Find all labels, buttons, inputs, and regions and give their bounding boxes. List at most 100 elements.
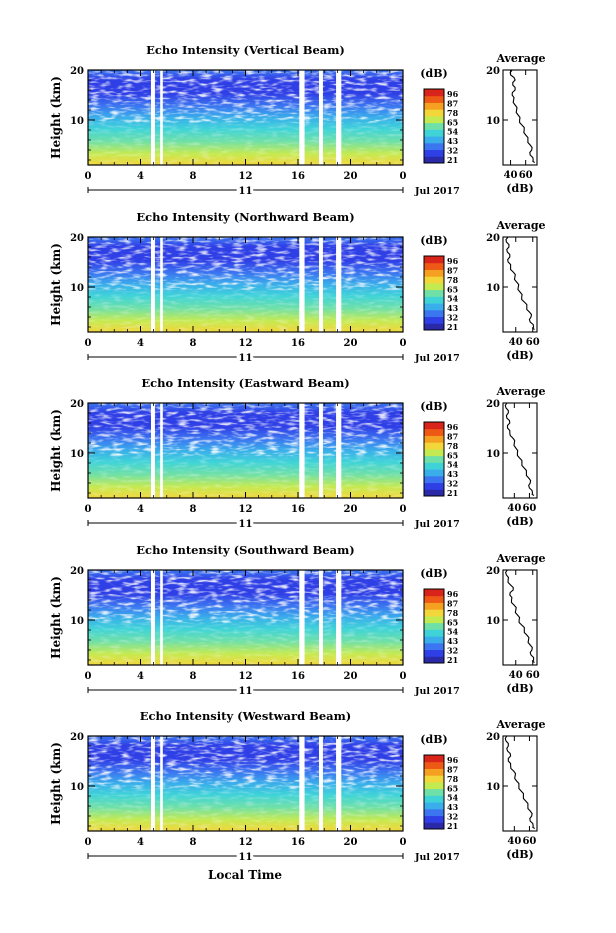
panel-title: Echo Intensity (Northward Beam) bbox=[136, 210, 354, 224]
x-tick-label: 12 bbox=[239, 504, 253, 515]
x-tick-label: 8 bbox=[190, 338, 197, 349]
data-gap bbox=[319, 403, 323, 498]
average-title: Average bbox=[495, 718, 545, 731]
avg-y-tick-label: 10 bbox=[486, 116, 500, 127]
data-gap bbox=[299, 237, 305, 332]
data-gap bbox=[151, 237, 155, 332]
colorbar-frame bbox=[423, 754, 445, 830]
average-profile-line bbox=[505, 236, 535, 330]
avg-y-tick-label: 20 bbox=[486, 233, 500, 244]
y-tick-label: 20 bbox=[70, 66, 84, 77]
avg-x-tick-label: 60 bbox=[526, 337, 540, 348]
colorbar-tick-label: 78 bbox=[447, 275, 459, 285]
colorbar-label: (dB) bbox=[420, 400, 447, 413]
colorbar-segment bbox=[424, 802, 444, 810]
average-x-label: (dB) bbox=[506, 848, 533, 861]
x-tick-label: 0 bbox=[85, 338, 92, 349]
colorbar-segment bbox=[424, 768, 444, 776]
date-label: Jul 2017 bbox=[414, 686, 460, 697]
average-frame bbox=[502, 236, 538, 333]
colorbar-tick-label: 32 bbox=[447, 146, 458, 156]
data-gap bbox=[160, 570, 163, 665]
colorbar-segment bbox=[424, 615, 444, 624]
avg-y-tick-label: 10 bbox=[486, 782, 500, 793]
data-gap bbox=[336, 403, 342, 498]
avg-y-tick-label: 10 bbox=[486, 616, 500, 627]
y-tick-label: 20 bbox=[70, 399, 84, 410]
colorbar-tick-label: 21 bbox=[447, 655, 458, 665]
colorbar-segment bbox=[424, 761, 444, 769]
x-tick-label: 8 bbox=[190, 504, 197, 515]
day-label: 11 bbox=[239, 519, 253, 530]
colorbar-label: (dB) bbox=[420, 733, 447, 746]
colorbar-segment bbox=[424, 303, 444, 311]
average-title: Average bbox=[495, 52, 545, 65]
colorbar-segment bbox=[424, 442, 444, 450]
colorbar-segment bbox=[424, 795, 444, 803]
panel-title: Echo Intensity (Eastward Beam) bbox=[141, 376, 349, 390]
colorbar-tick-label: 65 bbox=[447, 450, 458, 460]
colorbar-segment bbox=[424, 142, 444, 151]
y-axis-label: Height (km) bbox=[49, 76, 63, 159]
data-gap bbox=[160, 70, 163, 165]
data-gap bbox=[336, 237, 342, 332]
colorbar-label: (dB) bbox=[420, 234, 447, 247]
panel-1: Echo Intensity (Northward Beam) 20 10 Heigh… bbox=[49, 210, 546, 367]
data-gap bbox=[319, 736, 323, 831]
colorbar-frame bbox=[423, 255, 445, 331]
colorbar-tick-label: 21 bbox=[447, 322, 458, 332]
colorbar-tick-label: 54 bbox=[447, 627, 459, 637]
colorbar-segment bbox=[424, 609, 444, 617]
average-profile-line bbox=[504, 735, 535, 829]
y-tick-label: 10 bbox=[70, 449, 84, 460]
colorbar-tick-label: 96 bbox=[447, 755, 459, 765]
colorbar-segment bbox=[424, 602, 444, 610]
colorbar-segment bbox=[424, 649, 444, 657]
heatmap-texture-low bbox=[88, 289, 403, 332]
colorbar-segment bbox=[424, 629, 444, 637]
colorbar-segment bbox=[424, 781, 444, 790]
panel-0: Echo Intensity (Vertical Beam) 20 10 Height… bbox=[49, 43, 546, 200]
colorbar-tick-label: 78 bbox=[447, 774, 459, 784]
colorbar-tick-label: 54 bbox=[447, 127, 459, 137]
x-tick-label: 16 bbox=[291, 504, 305, 515]
average-frame bbox=[502, 402, 538, 499]
colorbar-label: (dB) bbox=[420, 67, 447, 80]
colorbar-segment bbox=[424, 323, 444, 331]
colorbar-segment bbox=[424, 595, 444, 603]
colorbar-segment bbox=[424, 115, 444, 124]
x-tick-label: 8 bbox=[190, 671, 197, 682]
x-tick-label: 0 bbox=[400, 171, 407, 182]
data-gap bbox=[336, 570, 342, 665]
x-tick-label: 0 bbox=[85, 504, 92, 515]
colorbar-tick-label: 43 bbox=[447, 469, 459, 479]
colorbar-segment bbox=[424, 455, 444, 463]
x-tick-label: 12 bbox=[239, 338, 253, 349]
colorbar-segment bbox=[424, 636, 444, 644]
colorbar-segment bbox=[424, 422, 444, 430]
colorbar-segment bbox=[424, 316, 444, 324]
data-gap bbox=[299, 570, 305, 665]
avg-y-tick-label: 20 bbox=[486, 732, 500, 743]
heatmap-texture bbox=[88, 403, 403, 456]
colorbar-tick-label: 43 bbox=[447, 802, 459, 812]
colorbar-tick-label: 21 bbox=[447, 155, 458, 165]
colorbar-segment bbox=[424, 102, 444, 110]
avg-x-tick-label: 40 bbox=[507, 836, 521, 847]
data-gap bbox=[151, 736, 155, 831]
colorbar-segment bbox=[424, 656, 444, 664]
average-x-label: (dB) bbox=[506, 349, 533, 362]
colorbar-segment bbox=[424, 149, 444, 157]
avg-y-tick-label: 10 bbox=[486, 449, 500, 460]
y-tick-label: 10 bbox=[70, 782, 84, 793]
x-tick-label: 8 bbox=[190, 837, 197, 848]
y-axis-label: Height (km) bbox=[49, 409, 63, 492]
average-profile-line bbox=[504, 569, 535, 663]
x-tick-label: 0 bbox=[85, 171, 92, 182]
y-tick-label: 10 bbox=[70, 116, 84, 127]
colorbar-segment bbox=[424, 435, 444, 443]
panel-2: Echo Intensity (Eastward Beam) 20 10 Height… bbox=[49, 376, 546, 533]
average-title: Average bbox=[495, 385, 545, 398]
x-tick-label: 0 bbox=[85, 837, 92, 848]
